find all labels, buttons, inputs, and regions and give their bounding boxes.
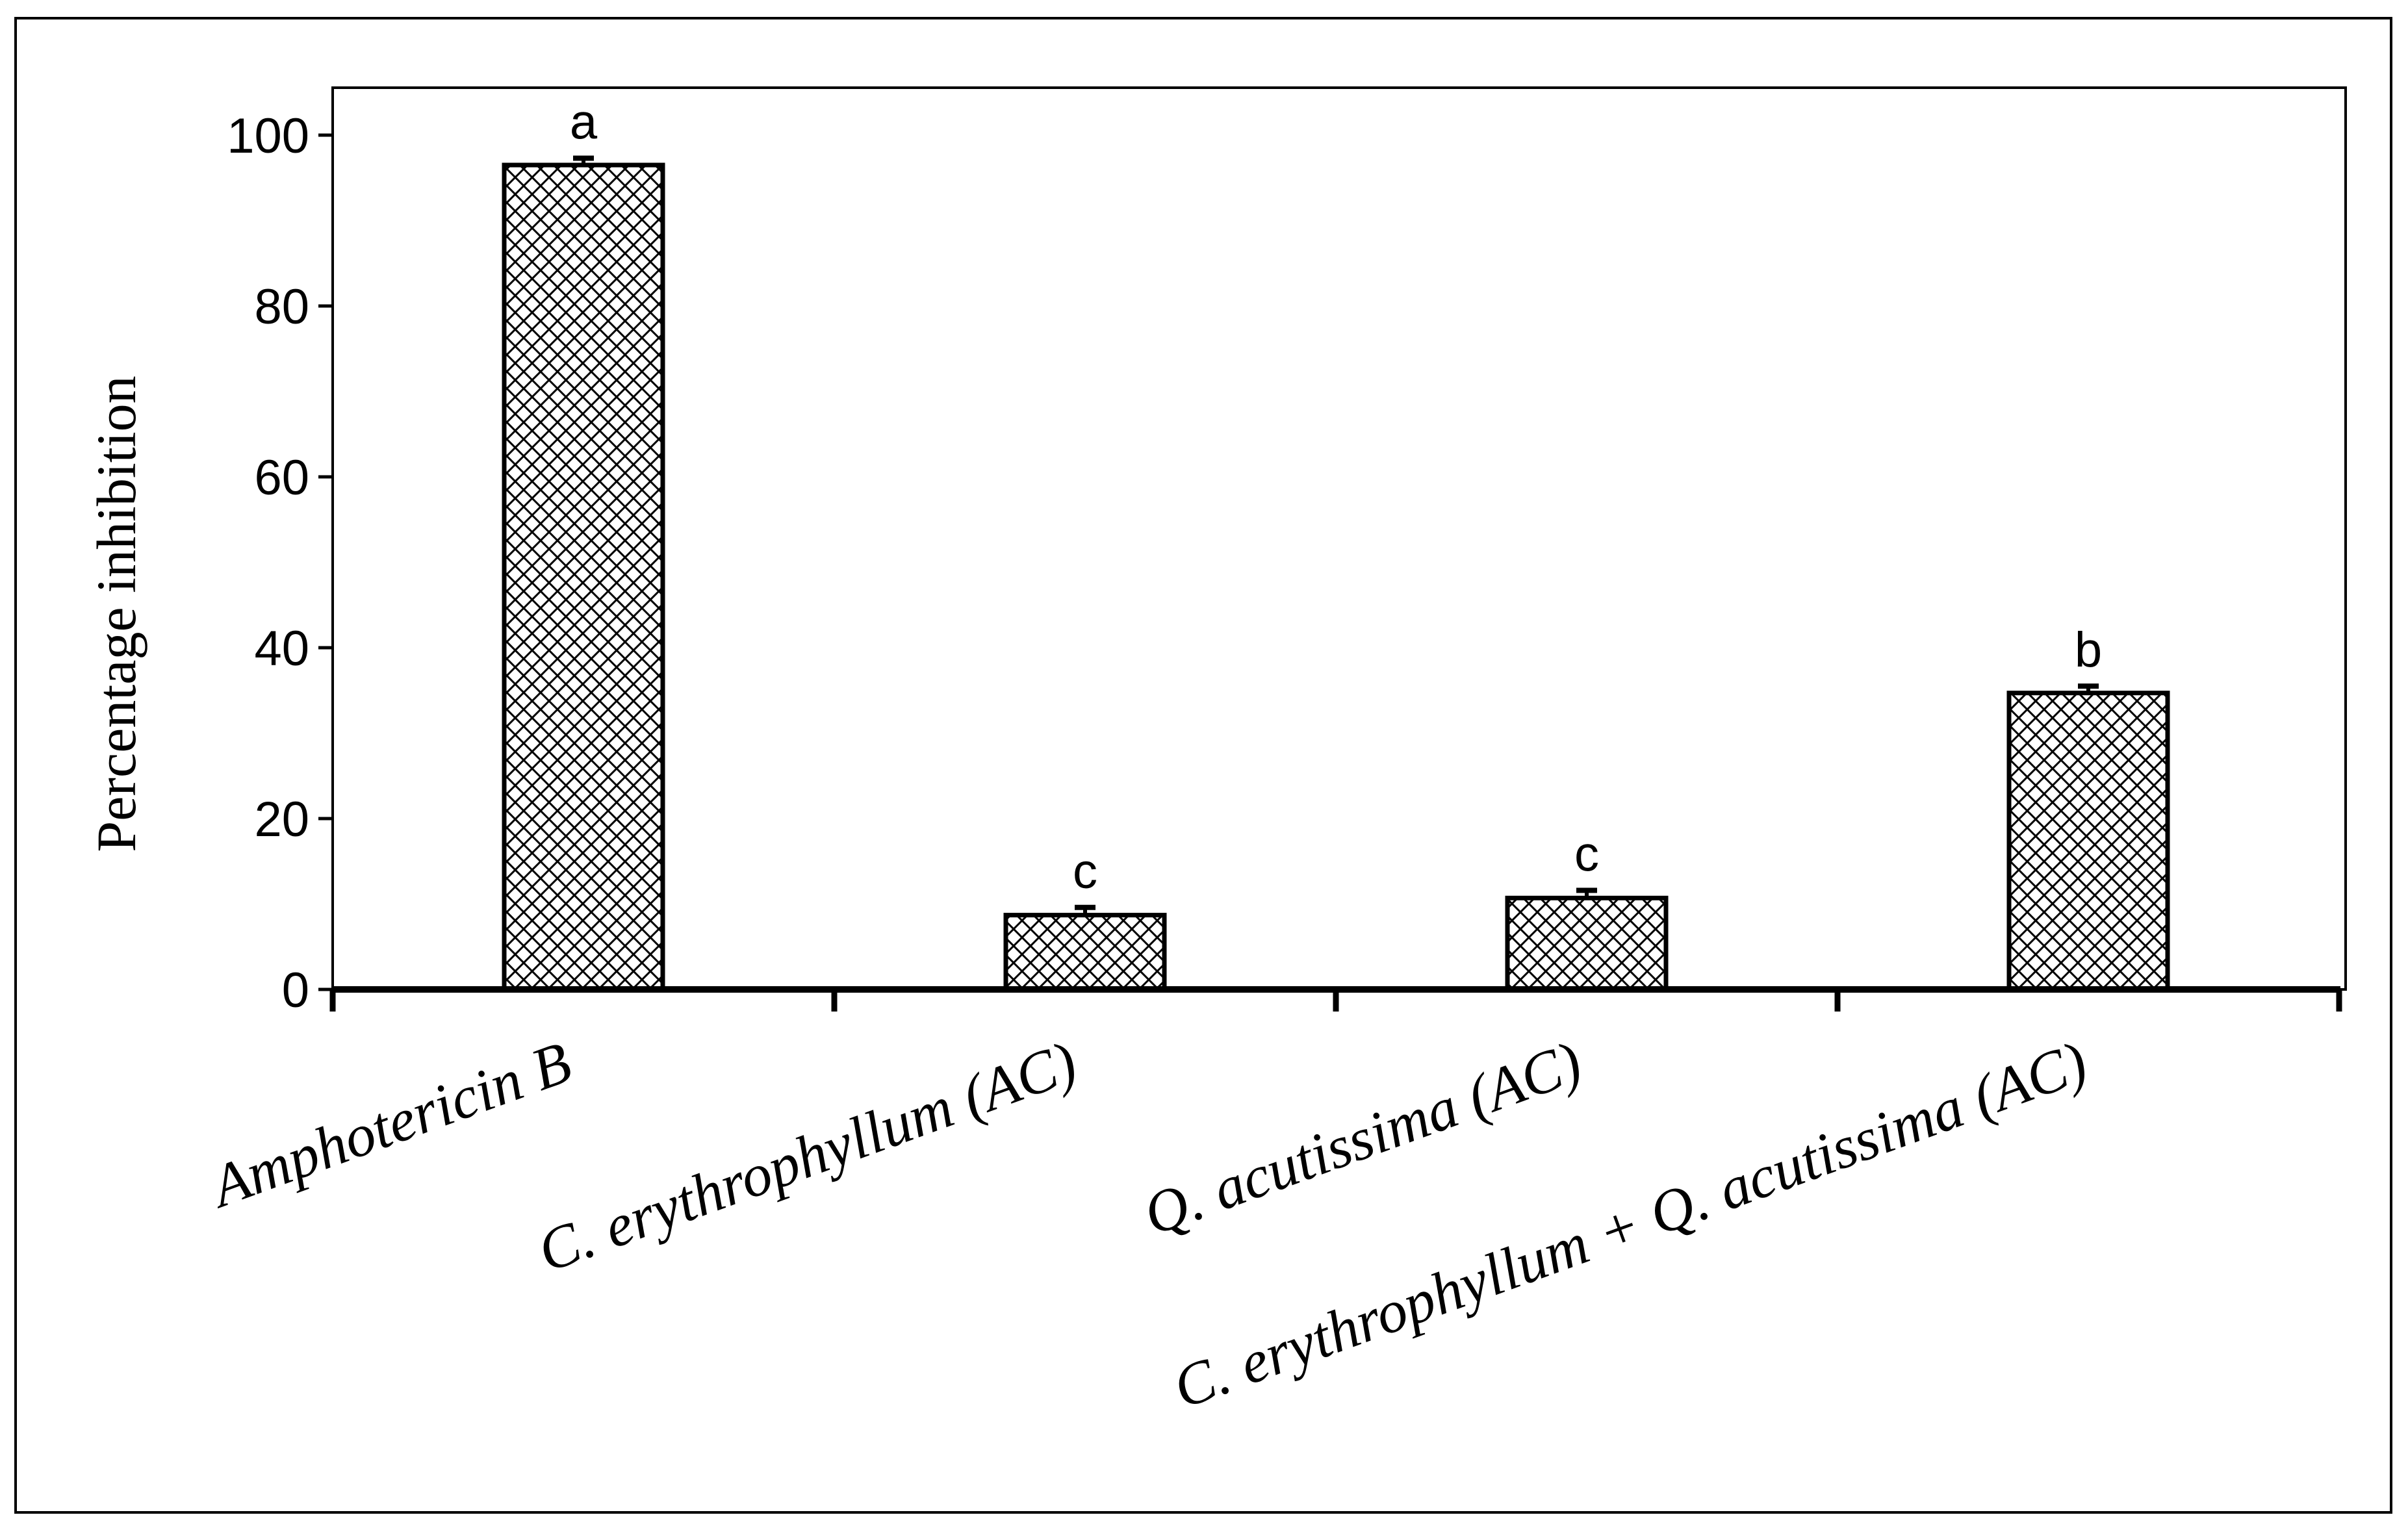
x-axis-category-labels: Amphotericin BC. erythrophyllum (AC) Q. a… bbox=[199, 1028, 2095, 1421]
y-tick-label: 60 bbox=[254, 450, 309, 505]
y-axis-title: Percentage inhibition bbox=[85, 376, 147, 852]
y-tick-label: 80 bbox=[254, 279, 309, 335]
bar bbox=[1505, 895, 1669, 992]
outer-frame bbox=[14, 17, 2392, 1514]
y-tick-label: 100 bbox=[227, 108, 309, 164]
x-category-label: Amphotericin B bbox=[199, 1028, 580, 1221]
significance-label: c bbox=[1574, 826, 1599, 882]
y-tick-label: 40 bbox=[254, 621, 309, 676]
significance-label: c bbox=[1073, 844, 1097, 899]
bar bbox=[1003, 913, 1167, 992]
y-axis-ticks: 0 20 40 60 80 100 bbox=[227, 108, 333, 1018]
y-tick-label: 0 bbox=[282, 963, 309, 1018]
significance-label: b bbox=[2075, 622, 2102, 678]
x-axis bbox=[329, 986, 2342, 1012]
bars-group: a c c b bbox=[502, 95, 2170, 992]
x-category-label: Q. acutissima (AC) bbox=[1135, 1028, 1590, 1248]
x-category-label: C. erythrophyllum + Q. acutissima (AC) bbox=[1165, 1028, 2095, 1421]
bar bbox=[2006, 691, 2170, 992]
y-tick-label: 20 bbox=[254, 792, 309, 847]
x-category-label: C. erythrophyllum (AC) bbox=[530, 1028, 1085, 1284]
significance-label: a bbox=[570, 95, 598, 150]
bar bbox=[502, 162, 665, 992]
